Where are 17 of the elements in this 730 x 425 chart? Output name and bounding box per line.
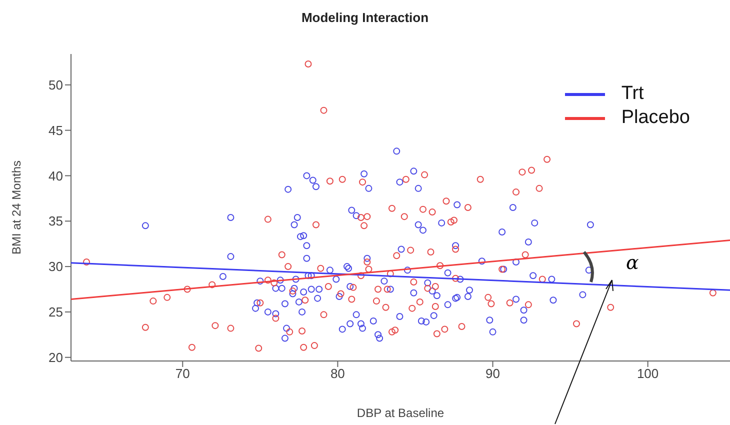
y-tick-label: 50 — [48, 77, 63, 92]
y-tick-label: 20 — [48, 350, 63, 365]
y-tick-label: 40 — [48, 168, 63, 184]
annotation: α — [626, 252, 639, 274]
x-tick-label: 80 — [330, 366, 345, 382]
chart-title: Modeling Interaction — [300, 10, 430, 25]
y-tick-label: 25 — [48, 304, 63, 320]
y-axis-title: BMI at 24 Months — [9, 160, 24, 255]
y-tick-label: 35 — [48, 214, 63, 229]
x-tick-label: 90 — [486, 366, 500, 382]
legend-label: Trt — [621, 82, 644, 106]
x-tick-label: 70 — [175, 366, 190, 382]
x-tick-label: 100 — [636, 366, 659, 382]
legend-label: Placebo — [621, 106, 690, 130]
y-tick-label: 45 — [48, 122, 63, 138]
y-tick-label: 30 — [48, 259, 63, 274]
x-axis-title: DBP at Baseline — [356, 406, 444, 420]
